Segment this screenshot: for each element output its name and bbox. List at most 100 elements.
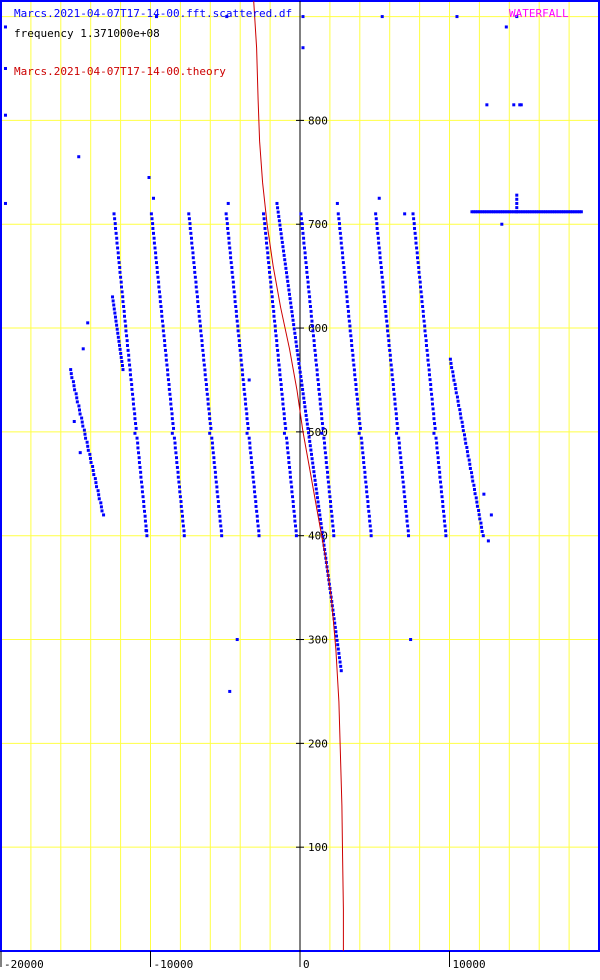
data-point: [77, 408, 81, 412]
data-point: [227, 236, 231, 240]
data-point: [341, 256, 345, 260]
data-point: [391, 378, 395, 382]
data-point: [181, 524, 185, 528]
data-point: [141, 495, 145, 499]
data-point: [279, 227, 283, 231]
data-point: [116, 246, 120, 250]
data-point: [358, 426, 362, 430]
data-point: [350, 348, 354, 352]
data-point: [285, 441, 289, 445]
data-point: [302, 241, 306, 245]
data-point: [356, 402, 360, 406]
data-point: [360, 446, 364, 450]
data-point: [312, 339, 316, 343]
data-point: [315, 373, 319, 377]
data-point: [285, 446, 289, 450]
data-point: [170, 417, 174, 421]
data-point: [284, 426, 288, 430]
data-point: [267, 261, 271, 265]
data-point: [309, 448, 313, 452]
data-point: [369, 534, 373, 538]
data-point: [251, 470, 255, 474]
data-point: [165, 363, 169, 367]
data-point: [78, 451, 82, 455]
data-point: [277, 219, 281, 223]
data-point: [354, 383, 358, 387]
data-point: [154, 256, 158, 260]
data-point: [130, 383, 134, 387]
data-point: [307, 435, 311, 439]
data-point: [295, 349, 299, 353]
data-point: [328, 500, 332, 504]
data-point: [461, 424, 465, 428]
data-point: [118, 343, 122, 347]
data-point: [273, 319, 277, 323]
data-point: [515, 210, 519, 214]
data-point: [307, 290, 311, 294]
data-point: [187, 217, 191, 221]
data-point: [399, 456, 403, 460]
data-point: [379, 265, 383, 269]
data-point: [400, 465, 404, 469]
data-point: [274, 334, 278, 338]
data-point: [457, 403, 461, 407]
data-point: [286, 451, 290, 455]
data-point: [435, 446, 439, 450]
data-point: [282, 431, 286, 435]
data-point: [467, 458, 471, 462]
data-point: [200, 339, 204, 343]
data-point: [383, 304, 387, 308]
data-point: [561, 210, 565, 214]
x-tick-label: 10000: [453, 958, 486, 971]
data-point: [340, 251, 344, 255]
data-point: [138, 465, 142, 469]
data-point: [329, 509, 333, 513]
data-point: [316, 378, 320, 382]
data-point: [157, 290, 161, 294]
data-point: [547, 210, 551, 214]
data-point: [424, 334, 428, 338]
data-point: [454, 387, 458, 391]
data-point: [270, 295, 274, 299]
data-point: [89, 460, 93, 464]
data-point: [493, 210, 497, 214]
data-point: [310, 457, 314, 461]
data-point: [276, 210, 280, 214]
data-point: [306, 426, 310, 430]
data-point: [395, 431, 399, 435]
data-point: [363, 470, 367, 474]
data-point: [196, 300, 200, 304]
data-point: [419, 290, 423, 294]
data-point: [404, 509, 408, 513]
data-point: [245, 431, 249, 435]
data-point: [263, 222, 267, 226]
data-point: [290, 485, 294, 489]
data-point: [161, 324, 165, 328]
data-point: [369, 529, 373, 533]
data-point: [316, 500, 320, 504]
data-point: [412, 217, 416, 221]
data-point: [139, 470, 143, 474]
data-point: [212, 456, 216, 460]
data-point: [204, 383, 208, 387]
data-point: [519, 103, 523, 107]
data-point: [117, 261, 121, 265]
data-point: [409, 638, 413, 642]
data-point: [121, 368, 125, 372]
data-point: [338, 231, 342, 235]
data-point: [432, 417, 436, 421]
data-point: [279, 383, 283, 387]
data-point: [145, 534, 149, 538]
data-point: [99, 501, 103, 505]
data-point: [253, 490, 257, 494]
data-point: [522, 210, 526, 214]
data-point: [356, 407, 360, 411]
data-point: [234, 309, 238, 313]
data-point: [361, 451, 365, 455]
data-point: [166, 368, 170, 372]
data-point: [290, 314, 294, 318]
data-point: [140, 490, 144, 494]
data-point: [276, 348, 280, 352]
data-point: [272, 314, 276, 318]
